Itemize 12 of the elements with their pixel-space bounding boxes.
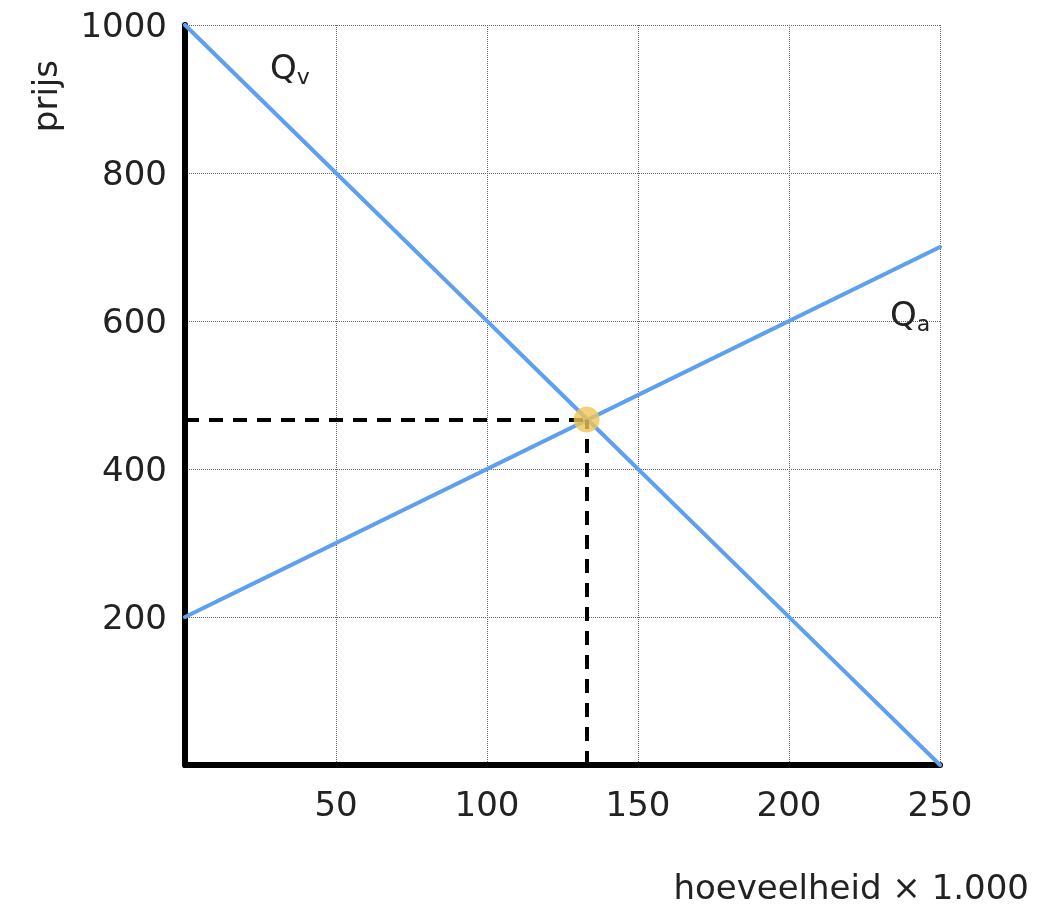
y-tick-label: 400: [102, 449, 167, 489]
y-tick-label: 1000: [80, 5, 167, 45]
x-tick-label: 100: [454, 784, 520, 824]
x-tick-label: 50: [314, 784, 358, 824]
x-tick-label: 250: [907, 784, 973, 824]
y-tick-label: 800: [102, 153, 167, 193]
x-tick-label: 150: [605, 784, 671, 824]
x-tick-label: 200: [756, 784, 822, 824]
y-tick-label: 600: [102, 301, 167, 341]
x-axis-title: hoeveelheid × 1.000: [673, 867, 1029, 907]
y-tick-label: 200: [102, 597, 167, 637]
y-axis-title: prijs: [25, 60, 65, 133]
